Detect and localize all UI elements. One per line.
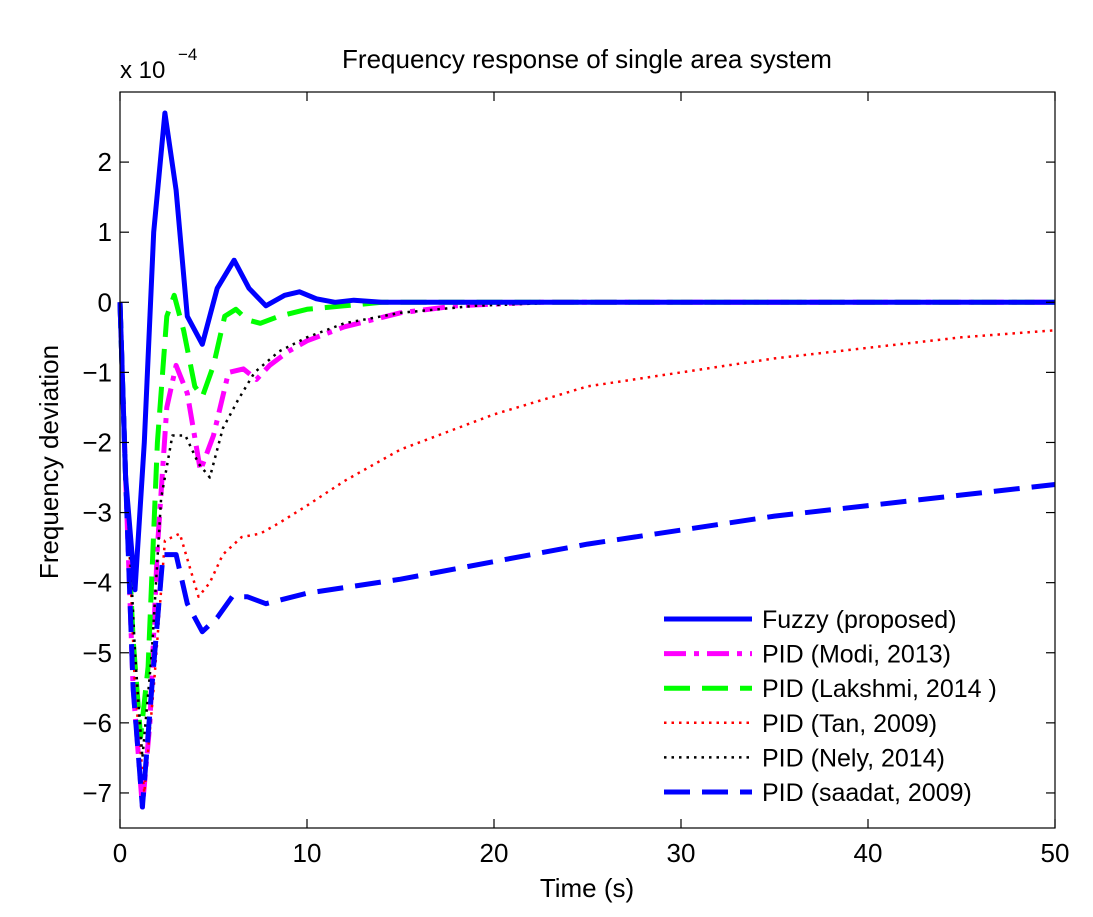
y-multiplier-exponent: −4 bbox=[178, 45, 197, 64]
x-tick-label: 50 bbox=[1041, 838, 1070, 868]
x-tick-label: 10 bbox=[293, 838, 322, 868]
legend-label-4: PID (Tan, 2009) bbox=[762, 710, 937, 738]
x-tick-label: 40 bbox=[854, 838, 883, 868]
y-tick-label: −1 bbox=[82, 357, 112, 387]
y-tick-label: 1 bbox=[98, 217, 112, 247]
y-multiplier-base: x 10 bbox=[120, 57, 165, 84]
y-tick-label: −2 bbox=[82, 427, 112, 457]
series-line-3 bbox=[117, 292, 1055, 740]
legend-label-2: PID (Modi, 2013) bbox=[762, 641, 951, 669]
y-tick-label: −4 bbox=[82, 568, 112, 598]
y-tick-label: 0 bbox=[98, 287, 112, 317]
axes-frame bbox=[119, 91, 1056, 829]
axis-ticks: 0 10 20 30 40 50 −7 −6 −5 −4 −3 −2 −1 0 1 2 bbox=[82, 92, 1069, 868]
series-lines bbox=[117, 110, 1056, 810]
x-tick-label: 30 bbox=[667, 838, 696, 868]
legend-label-1: Fuzzy (proposed) bbox=[762, 606, 957, 634]
legend-label-5: PID (Nely, 2014) bbox=[762, 744, 945, 772]
y-tick-label: −6 bbox=[82, 708, 112, 738]
chart-title: Frequency response of single area system bbox=[342, 44, 832, 74]
y-axis-label: Frequency deviation bbox=[34, 345, 64, 579]
series-line-5 bbox=[118, 301, 1055, 760]
y-tick-label: −3 bbox=[82, 498, 112, 528]
x-axis-label: Time (s) bbox=[540, 873, 634, 903]
legend: Fuzzy (proposed) PID (Modi, 2013) PID (Lak… bbox=[664, 606, 997, 807]
series-line-1 bbox=[117, 110, 1055, 593]
legend-label-3: PID (Lakshmi, 2014 ) bbox=[762, 675, 997, 703]
plot-area bbox=[120, 92, 1055, 828]
axes-box bbox=[119, 91, 1056, 829]
y-tick-label: −5 bbox=[82, 638, 112, 668]
plot-background bbox=[120, 92, 1055, 828]
x-tick-label: 0 bbox=[113, 838, 127, 868]
y-tick-label: 2 bbox=[98, 147, 112, 177]
x-tick-label: 20 bbox=[480, 838, 509, 868]
y-tick-label: −7 bbox=[82, 778, 112, 808]
legend-label-6: PID (saadat, 2009) bbox=[762, 779, 972, 807]
